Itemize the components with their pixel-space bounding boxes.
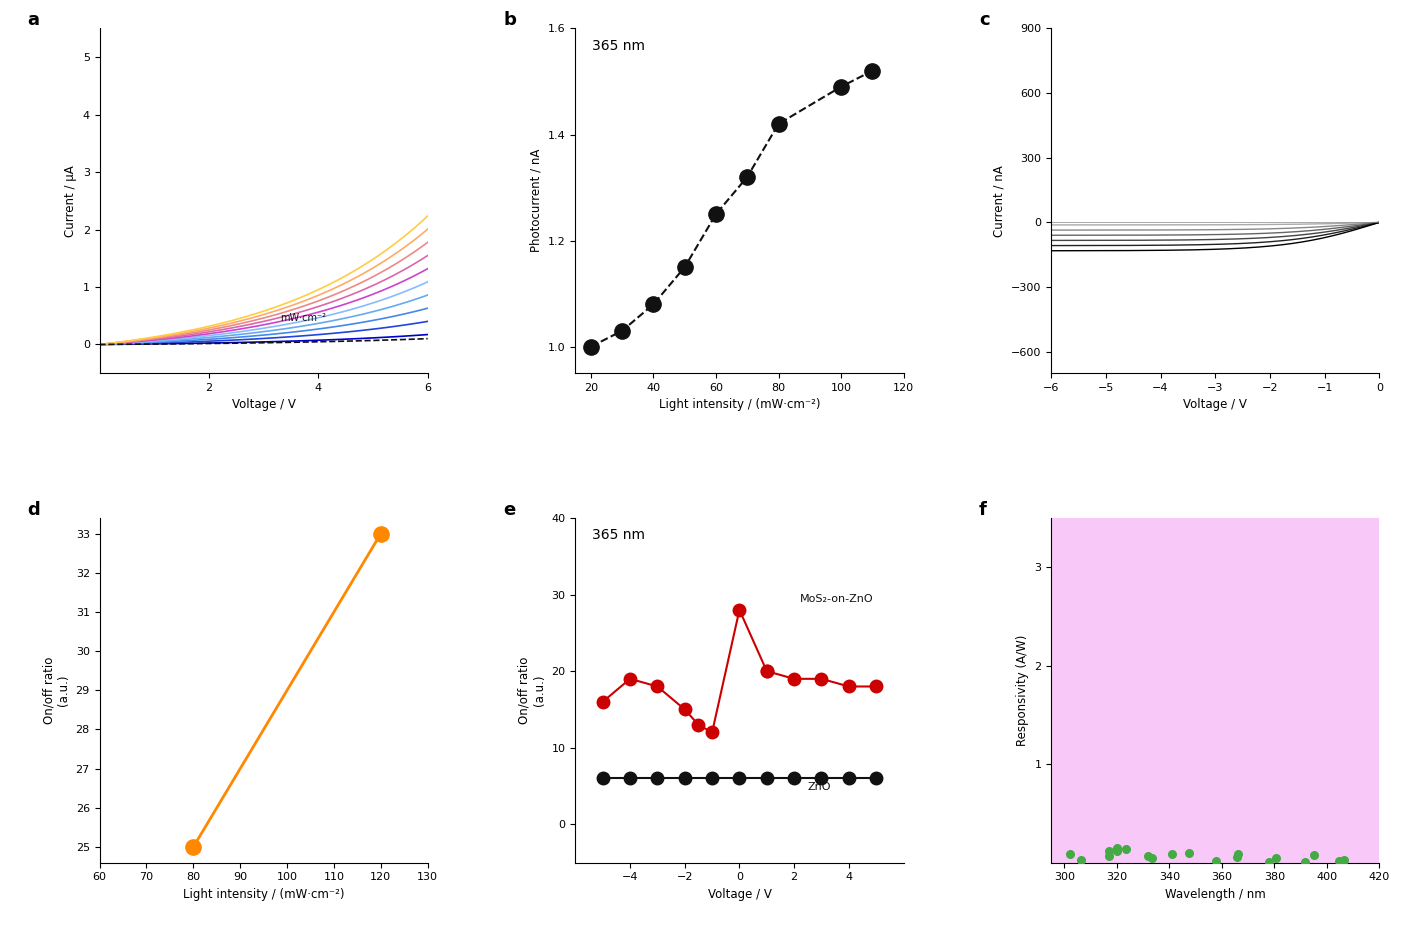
Point <box>1098 848 1121 864</box>
Point <box>1106 843 1129 858</box>
Point <box>1264 850 1287 866</box>
X-axis label: Light intensity / (mW·cm⁻²): Light intensity / (mW·cm⁻²) <box>183 888 344 901</box>
Text: f: f <box>978 501 987 519</box>
Point <box>1162 846 1185 861</box>
X-axis label: Light intensity / (mW·cm⁻²): Light intensity / (mW·cm⁻²) <box>658 398 820 411</box>
Text: d: d <box>27 501 40 519</box>
Point <box>1332 852 1355 867</box>
Point <box>1257 854 1280 869</box>
Text: e: e <box>503 501 515 519</box>
Point <box>1069 852 1092 867</box>
Text: MoS₂-on-ZnO: MoS₂-on-ZnO <box>799 594 873 604</box>
X-axis label: Voltage / V: Voltage / V <box>708 888 771 901</box>
Text: 365 nm: 365 nm <box>592 39 644 53</box>
Point <box>1105 841 1128 856</box>
Y-axis label: Current / nA: Current / nA <box>993 165 1005 237</box>
Y-axis label: On/off ratio
(a.u.): On/off ratio (a.u.) <box>43 657 70 724</box>
Text: b: b <box>503 11 516 29</box>
Point <box>1328 853 1351 868</box>
Text: c: c <box>978 11 990 29</box>
Point <box>1140 850 1163 866</box>
Point <box>1294 854 1317 869</box>
Y-axis label: Current / µA: Current / µA <box>64 165 77 237</box>
Text: 365 nm: 365 nm <box>592 528 644 542</box>
Point <box>1227 847 1250 862</box>
Text: ZnO: ZnO <box>808 782 832 792</box>
Y-axis label: On/off ratio
(a.u.): On/off ratio (a.u.) <box>518 657 546 724</box>
Point <box>1303 848 1325 863</box>
Point <box>1059 847 1082 862</box>
Point <box>1098 844 1121 859</box>
Y-axis label: Responsivity (A/W): Responsivity (A/W) <box>1015 634 1028 746</box>
Text: a: a <box>27 11 40 29</box>
Point <box>1226 849 1249 865</box>
Y-axis label: Photocurrent / nA: Photocurrent / nA <box>529 149 542 252</box>
X-axis label: Wavelength / nm: Wavelength / nm <box>1165 888 1266 901</box>
Point <box>1138 848 1160 864</box>
Point <box>1115 841 1138 856</box>
Point <box>1177 845 1200 860</box>
X-axis label: Voltage / V: Voltage / V <box>232 398 296 411</box>
Point <box>1204 853 1227 868</box>
Text: mW·cm⁻²: mW·cm⁻² <box>280 314 326 323</box>
X-axis label: Voltage / V: Voltage / V <box>1183 398 1247 411</box>
